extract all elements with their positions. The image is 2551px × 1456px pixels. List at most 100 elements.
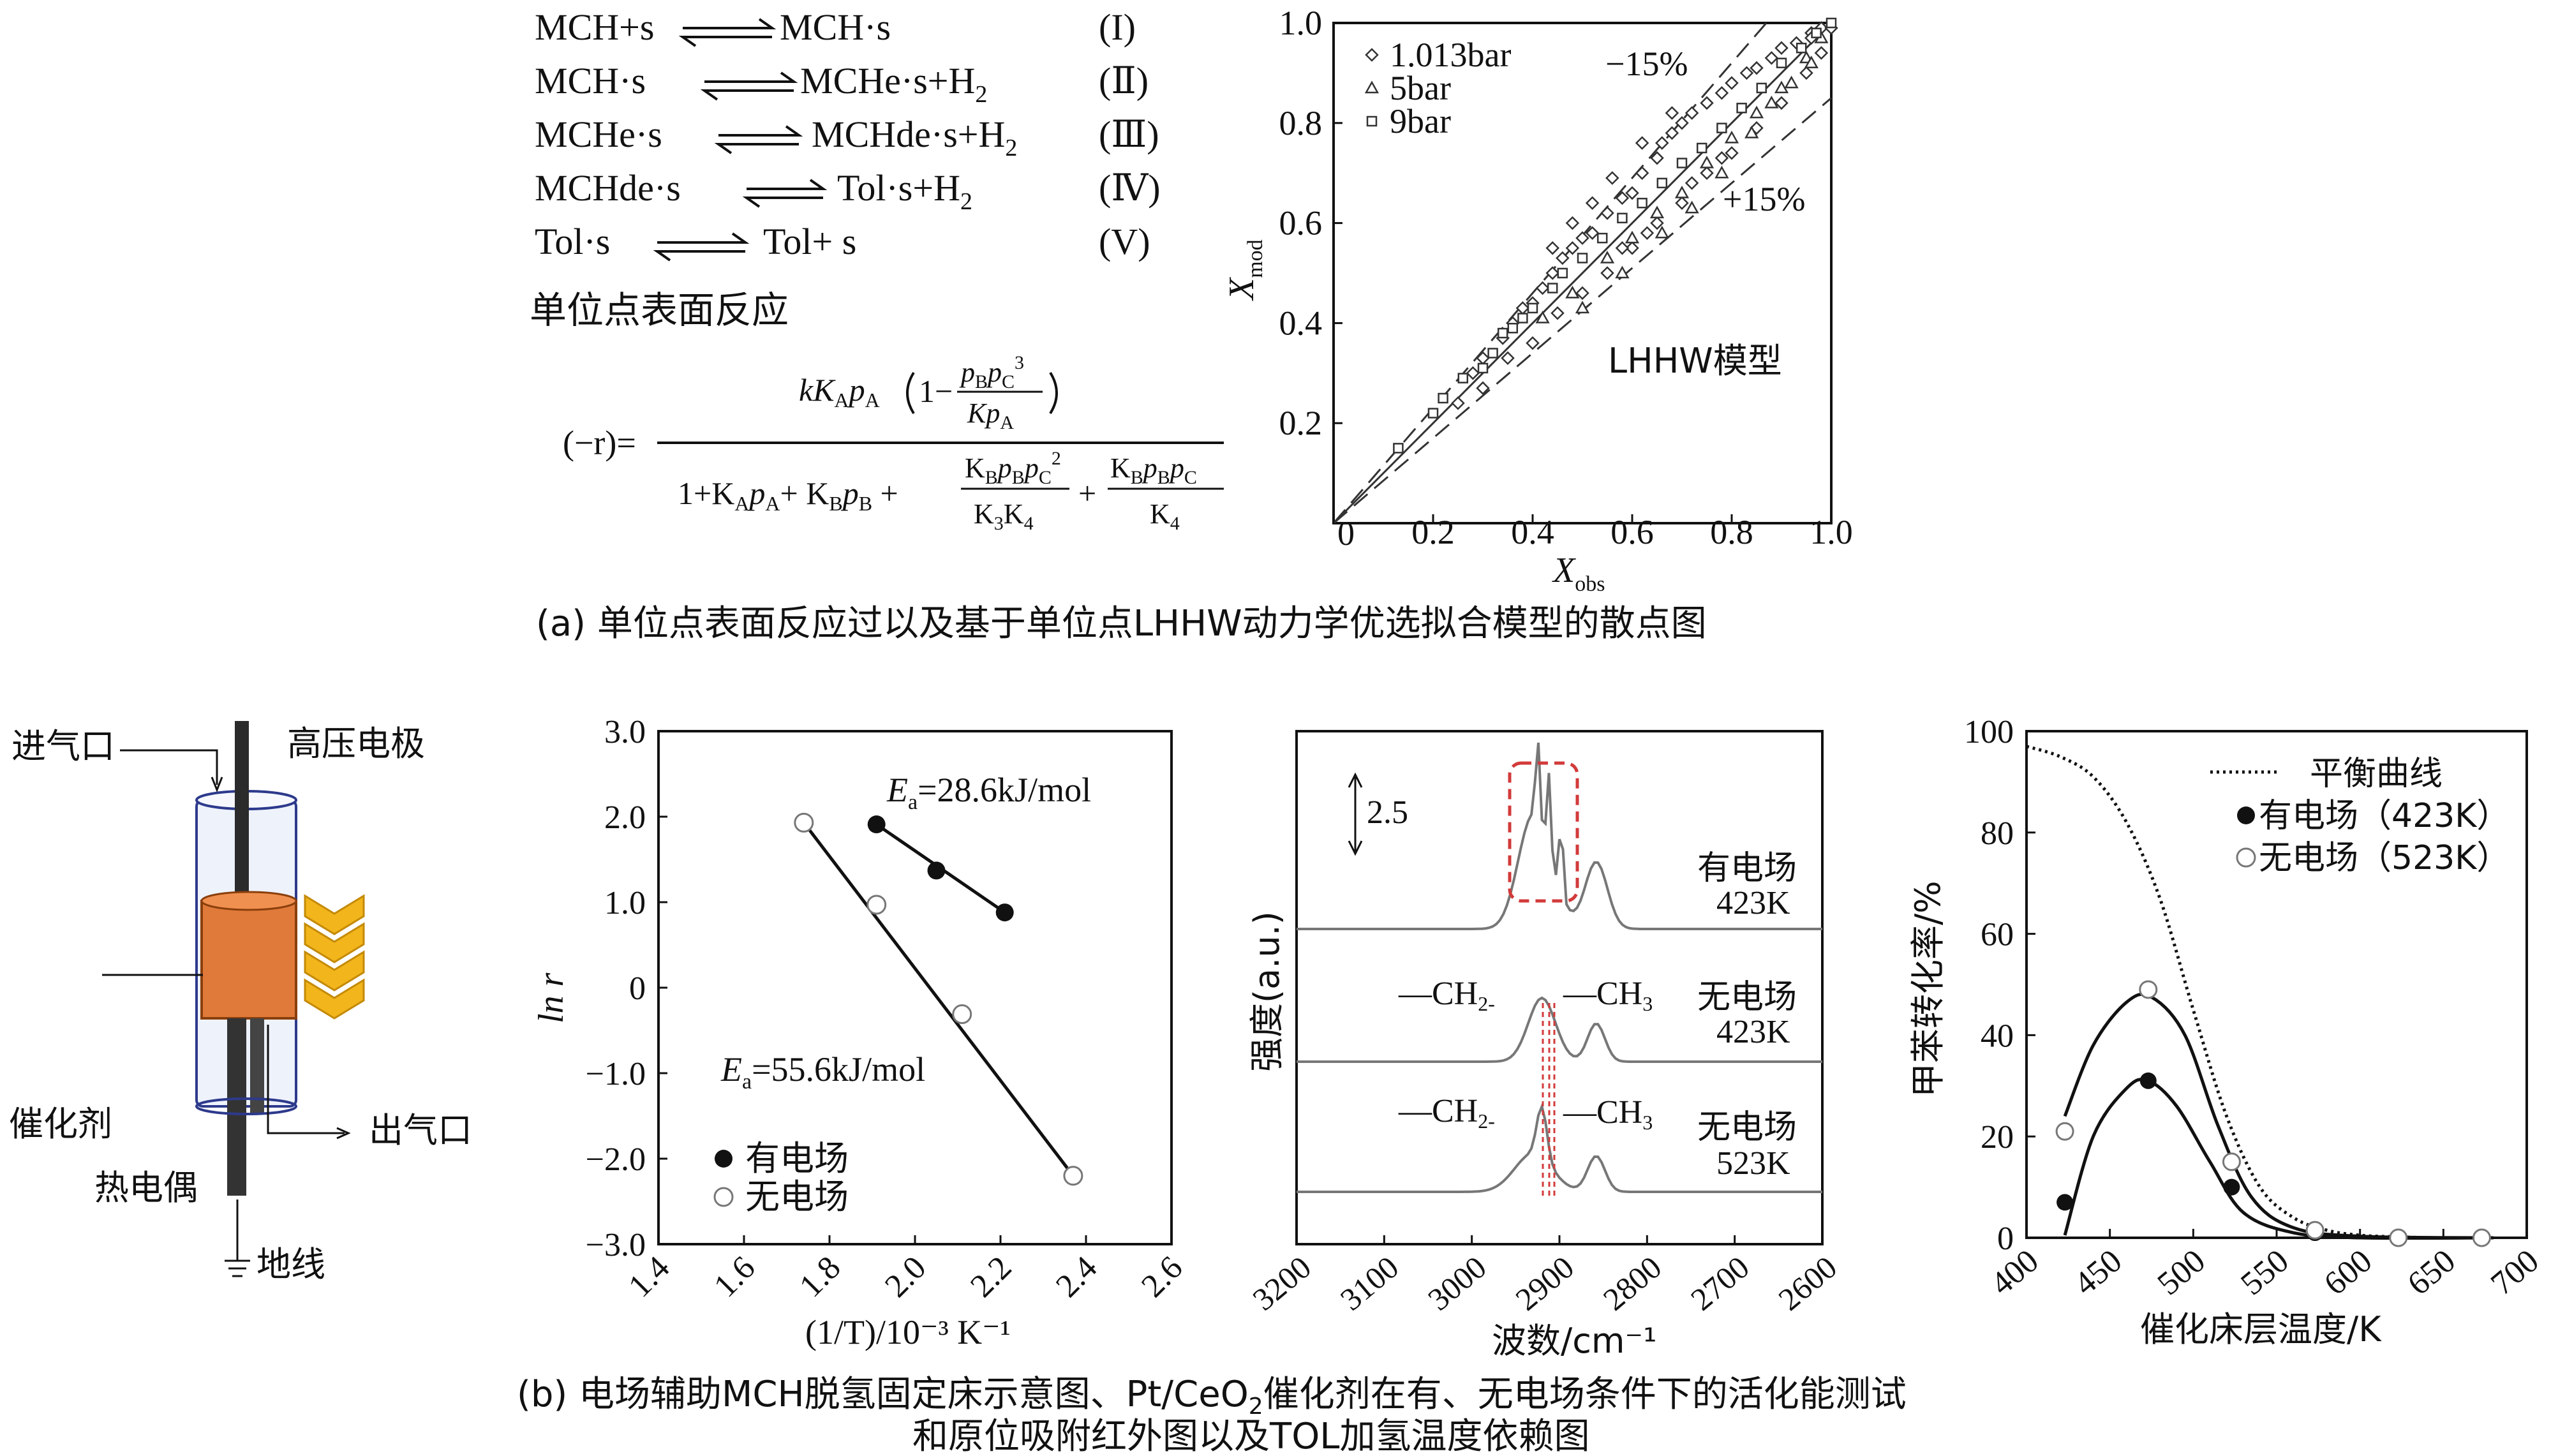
reaction-lhs: MCHe·s xyxy=(535,114,662,155)
reaction-rhs: MCH·s xyxy=(780,6,891,48)
ch2-label: —CH2- xyxy=(1398,1093,1495,1133)
data-point xyxy=(1565,216,1580,230)
data-point xyxy=(867,815,886,834)
y-tick-label: 40 xyxy=(1981,1018,2014,1054)
ch2-label: —CH2- xyxy=(1398,976,1495,1015)
data-point xyxy=(1635,136,1649,150)
series-label-3: 无电场 xyxy=(1697,1108,1797,1147)
x-tick-label: 700 xyxy=(2484,1243,2545,1303)
caption-b-line2: 和原位吸附红外图以及TOL加氢温度依赖图 xyxy=(912,1416,1589,1456)
data-point xyxy=(1804,56,1818,68)
x-tick-label: 550 xyxy=(2234,1243,2295,1303)
data-point xyxy=(1716,123,1727,133)
y-tick-label: 0.6 xyxy=(1279,204,1323,242)
x-axis-label: Xobs xyxy=(1552,551,1605,596)
reaction-number: (V) xyxy=(1099,221,1150,262)
x-tick-label: 0.2 xyxy=(1411,513,1455,551)
data-point xyxy=(1557,267,1568,279)
data-point xyxy=(1714,85,1729,100)
data-point xyxy=(1799,66,1813,80)
x-tick-label: 1.8 xyxy=(792,1249,847,1304)
data-point xyxy=(1617,212,1628,224)
spectrum-line xyxy=(1297,1102,1822,1193)
reaction-rhs: Tol·s+H2 xyxy=(837,167,972,215)
data-point xyxy=(1700,166,1714,180)
legend: 平衡曲线 有电场（423K） 无电场（523K） xyxy=(2210,755,2510,877)
data-point xyxy=(1749,105,1764,119)
svg-text:K4: K4 xyxy=(1150,498,1180,534)
data-point xyxy=(1577,253,1588,264)
reactor-schematic: 进气口 高压电极 催化剂 出气口 热电偶 地线 xyxy=(9,721,472,1284)
data-point xyxy=(1600,250,1615,264)
x-axis-label: (1/T)/10⁻³ K⁻¹ xyxy=(805,1313,1011,1351)
x-tick-label: 600 xyxy=(2317,1243,2379,1303)
reaction-number: (Ⅲ) xyxy=(1099,114,1159,155)
y-tick-label: 0.2 xyxy=(1279,404,1323,442)
rate-equation-denominator: 1+KApA+ KBpB + KBpBpC2 K3K4 + KBpBpC K4 xyxy=(678,448,1224,534)
equilibrium-arrow-icon xyxy=(678,18,777,47)
svg-text:1−: 1− xyxy=(919,373,953,409)
y-tick-label: 0 xyxy=(629,970,646,1007)
data-point xyxy=(1535,281,1550,295)
reaction-row-4: MCHde·s Tol·s+H2 (Ⅳ) xyxy=(535,167,1161,215)
data-point xyxy=(952,1004,972,1025)
x-tick-label: 2.6 xyxy=(1134,1249,1189,1304)
reaction-row-3: MCHe·s MCHde·s+H2 (Ⅲ) xyxy=(535,114,1159,161)
y-axis-label: 甲苯转化率/% xyxy=(1908,880,1948,1097)
y-tick-label: 1.0 xyxy=(1279,4,1323,42)
data-point xyxy=(1625,230,1640,244)
chevron-arrow-icon xyxy=(304,894,365,1020)
data-point xyxy=(2139,1072,2157,1089)
reaction-rhs: MCHde·s+H2 xyxy=(812,114,1017,161)
legend-label: 有电场 xyxy=(745,1138,849,1178)
data-point xyxy=(1605,171,1619,185)
rate-equation: (−r)= kKApA 1− pBpC3 KpA 1+KApA+ KBpB + … xyxy=(563,352,1224,534)
spectrum-line xyxy=(1297,996,1822,1063)
y-tick-label: 1.0 xyxy=(604,885,646,921)
svg-text:K3K4: K3K4 xyxy=(974,498,1034,534)
legend-marker-filled xyxy=(715,1150,733,1168)
x-tick-label: 650 xyxy=(2401,1243,2462,1303)
data-point xyxy=(1756,82,1767,94)
x-tick-label: 3000 xyxy=(1421,1249,1493,1318)
spectrum-line xyxy=(1297,742,1822,930)
y-axis-label: ln r xyxy=(532,972,571,1023)
svg-text:+: + xyxy=(1078,475,1096,511)
reaction-row-2: MCH·s MCHe·s+H2 (Ⅱ) xyxy=(535,60,1149,108)
data-point xyxy=(1615,265,1630,279)
svg-text:kKApA: kKApA xyxy=(799,372,880,412)
data-point xyxy=(1685,200,1699,214)
drifts-spectra: 2.5 有电场 423K 无电场 423K 无电场 523K —CH2- —CH… xyxy=(1246,730,1843,1361)
data-point xyxy=(1811,27,1822,38)
catalyst-label: 催化剂 xyxy=(9,1104,112,1144)
reaction-lhs: MCH·s xyxy=(535,60,646,101)
legend-label: 9bar xyxy=(1390,102,1451,140)
data-point xyxy=(1585,226,1600,241)
x-tick-label: 1.6 xyxy=(707,1249,762,1304)
data-points xyxy=(1393,17,1838,454)
data-point xyxy=(1665,126,1679,140)
svg-text:KpA: KpA xyxy=(967,397,1014,433)
legend: 有电场 无电场 xyxy=(713,1138,849,1217)
reaction-scheme: MCH+s MCH·s (I) MCH·s MCHe·s+H2 (Ⅱ) MCHe… xyxy=(530,6,1161,332)
data-point xyxy=(2389,1228,2408,1247)
data-point xyxy=(1656,177,1668,189)
ea-with-field: Ea=28.6kJ/mol xyxy=(886,771,1091,814)
data-point xyxy=(1674,186,1690,198)
data-points xyxy=(2055,980,2491,1247)
data-point xyxy=(2056,1194,2074,1211)
legend-marker xyxy=(1364,80,1380,94)
legend-label: 平衡曲线 xyxy=(2310,755,2443,793)
equilibrium-arrow-icon xyxy=(653,232,750,262)
annotation-minus-15: −15% xyxy=(1605,45,1688,83)
data-point xyxy=(1535,311,1550,323)
data-point xyxy=(1625,186,1639,200)
x-axis-label: 波数/cm⁻¹ xyxy=(1492,1321,1657,1361)
series-temp-2: 423K xyxy=(1716,1014,1790,1050)
legend-marker xyxy=(1366,115,1378,127)
data-point xyxy=(1551,306,1565,320)
x-tick-label: 0.4 xyxy=(1511,513,1554,551)
reaction-lhs: MCH+s xyxy=(535,6,654,48)
data-point xyxy=(1527,302,1538,314)
arrhenius-plot: 1.4 1.6 1.8 2.0 2.2 2.4 2.63.02.01.00−1.0−2.0−… xyxy=(532,714,1189,1351)
